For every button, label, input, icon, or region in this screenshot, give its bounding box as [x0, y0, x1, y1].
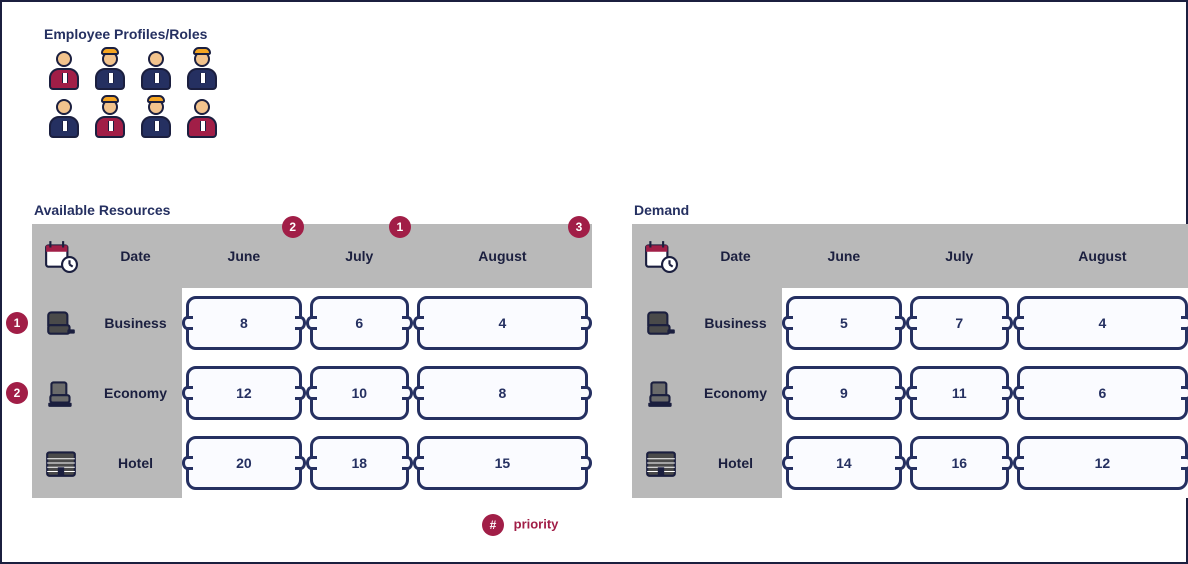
cell: 5 [782, 288, 906, 358]
cell: 12 [182, 358, 306, 428]
seat-biz-icon [644, 306, 678, 340]
slot-business-june: 5 [786, 296, 902, 350]
row-header-date: Date [632, 224, 782, 288]
col-header: August [1013, 224, 1188, 288]
slot-economy-june: 12 [186, 366, 302, 420]
cell: 4 [1013, 288, 1188, 358]
seat-eco-icon [44, 376, 78, 410]
person-icon [136, 96, 176, 140]
slot-economy-august: 6 [1017, 366, 1188, 420]
slot-hotel-july: 16 [910, 436, 1009, 490]
panel-demand: Demand DateJuneJulyAugust Business574 Econ… [632, 202, 1188, 498]
cell: 11 [906, 358, 1013, 428]
person-icon [182, 48, 222, 92]
row-header-date: Date [32, 224, 182, 288]
slot-business-august: 4 [1017, 296, 1188, 350]
cell: 14 [782, 428, 906, 498]
cell: 15 [413, 428, 592, 498]
cell: 4 [413, 288, 592, 358]
slot-business-july: 6 [310, 296, 409, 350]
panel-available-title: Available Resources [34, 202, 592, 218]
calendar-icon [644, 239, 678, 273]
slot-business-august: 4 [417, 296, 588, 350]
cell: 12 [1013, 428, 1188, 498]
priority-badge: 1 [6, 312, 28, 334]
slot-economy-july: 10 [310, 366, 409, 420]
seat-biz-icon [44, 306, 78, 340]
slot-economy-august: 8 [417, 366, 588, 420]
slot-business-june: 8 [186, 296, 302, 350]
priority-badge: 2 [282, 216, 304, 238]
col-header: July1 [306, 224, 413, 288]
priority-badge: 1 [389, 216, 411, 238]
col-header: June2 [182, 224, 306, 288]
priority-badge: 3 [568, 216, 590, 238]
legend-badge: # [482, 514, 504, 536]
priority-badge: 2 [6, 382, 28, 404]
cell: 8 [182, 288, 306, 358]
panel-demand-title: Demand [634, 202, 1188, 218]
row-header-hotel: Hotel [632, 428, 782, 498]
person-icon [44, 48, 84, 92]
slot-economy-july: 11 [910, 366, 1009, 420]
cell: 8 [413, 358, 592, 428]
slot-hotel-august: 15 [417, 436, 588, 490]
legend-label: priority [514, 516, 559, 531]
slot-hotel-july: 18 [310, 436, 409, 490]
slot-hotel-june: 14 [786, 436, 902, 490]
slot-economy-june: 9 [786, 366, 902, 420]
people-block: Employee Profiles/Roles [44, 26, 244, 140]
table-demand: DateJuneJulyAugust Business574 Economy9116… [632, 224, 1188, 498]
col-header: August3 [413, 224, 592, 288]
table-available: DateJune2July1August3Business1864Economy… [32, 224, 592, 498]
slot-hotel-june: 20 [186, 436, 302, 490]
cell: 20 [182, 428, 306, 498]
people-grid [44, 48, 244, 140]
cell: 7 [906, 288, 1013, 358]
person-icon [136, 48, 176, 92]
hotel-icon [644, 446, 678, 480]
person-icon [90, 96, 130, 140]
legend: # priority [482, 514, 558, 536]
frame: Employee Profiles/Roles Available Resour… [0, 0, 1188, 564]
row-header-business: Business1 [32, 288, 182, 358]
cell: 18 [306, 428, 413, 498]
cell: 6 [1013, 358, 1188, 428]
panel-available: Available Resources DateJune2July1August… [32, 202, 592, 498]
row-header-hotel: Hotel [32, 428, 182, 498]
col-header: July [906, 224, 1013, 288]
cell: 9 [782, 358, 906, 428]
row-header-economy: Economy2 [32, 358, 182, 428]
row-header-business: Business [632, 288, 782, 358]
slot-business-july: 7 [910, 296, 1009, 350]
hotel-icon [44, 446, 78, 480]
slot-hotel-august: 12 [1017, 436, 1188, 490]
person-icon [182, 96, 222, 140]
col-header: June [782, 224, 906, 288]
person-icon [44, 96, 84, 140]
cell: 16 [906, 428, 1013, 498]
row-header-economy: Economy [632, 358, 782, 428]
seat-eco-icon [644, 376, 678, 410]
people-title: Employee Profiles/Roles [44, 26, 244, 42]
calendar-icon [44, 239, 78, 273]
cell: 10 [306, 358, 413, 428]
cell: 6 [306, 288, 413, 358]
person-icon [90, 48, 130, 92]
